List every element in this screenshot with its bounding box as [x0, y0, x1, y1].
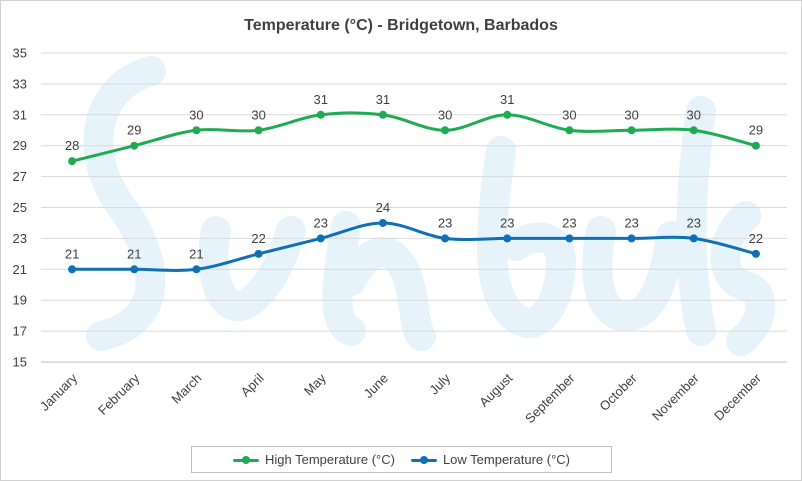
- y-tick-label: 23: [13, 231, 27, 246]
- data-point-high: [503, 110, 512, 119]
- data-point-high: [192, 126, 201, 135]
- data-point-low: [565, 234, 574, 243]
- x-tick-label: October: [596, 370, 640, 414]
- data-point-low: [751, 249, 760, 258]
- data-point-high: [254, 126, 263, 135]
- data-label-low: 23: [314, 215, 328, 230]
- data-label-low: 22: [749, 231, 763, 246]
- data-label-low: 23: [500, 215, 514, 230]
- data-point-high: [130, 141, 139, 150]
- data-label-high: 30: [562, 107, 576, 122]
- data-label-high: 28: [65, 138, 79, 153]
- data-label-low: 23: [687, 215, 701, 230]
- data-label-high: 30: [687, 107, 701, 122]
- chart-title: Temperature (°C) - Bridgetown, Barbados: [244, 17, 558, 34]
- watermark-stroke: [710, 201, 776, 356]
- x-tick-label: September: [522, 370, 578, 426]
- y-tick-label: 35: [13, 46, 27, 61]
- watermark-stroke: [582, 216, 686, 332]
- data-point-low: [503, 234, 512, 243]
- data-label-high: 31: [314, 92, 328, 107]
- data-label-low: 21: [189, 246, 203, 261]
- data-point-high: [689, 126, 698, 135]
- data-point-high: [316, 110, 325, 119]
- data-point-low: [441, 234, 450, 243]
- watermark-stroke: [676, 96, 716, 346]
- data-point-low: [192, 265, 201, 274]
- data-point-high: [378, 110, 387, 119]
- data-label-high: 30: [251, 107, 265, 122]
- data-label-high: 30: [189, 107, 203, 122]
- watermark-stroke: [477, 136, 576, 338]
- data-label-high: 31: [500, 92, 514, 107]
- series-low: 21 21 21 22 23 24 23 23 23 23 23 22: [65, 200, 763, 274]
- data-label-high: 29: [749, 123, 763, 138]
- data-label-low: 23: [562, 215, 576, 230]
- x-tick-label: February: [95, 370, 143, 418]
- x-tick-label: March: [168, 371, 204, 407]
- series-line-high: [70, 111, 758, 163]
- x-tick-label: June: [360, 371, 391, 402]
- x-tick-label: December: [711, 370, 764, 423]
- data-point-high: [565, 126, 574, 135]
- data-label-low: 22: [251, 231, 265, 246]
- x-tick-label: May: [301, 370, 329, 398]
- data-point-high: [751, 141, 760, 150]
- data-point-low: [689, 234, 698, 243]
- legend-item-low: Low Temperature (°C): [410, 452, 570, 467]
- y-tick-label: 27: [13, 169, 27, 184]
- y-tick-label: 17: [13, 324, 27, 339]
- legend-label-low: Low Temperature (°C): [442, 452, 570, 467]
- x-tick-label: August: [476, 370, 515, 409]
- data-label-low: 24: [376, 200, 390, 215]
- legend-swatch-low: [410, 455, 437, 465]
- series-high: 28 29 30 30 31 31 30 31 30 30 30 29: [65, 92, 763, 166]
- data-label-high: 29: [127, 123, 141, 138]
- y-tick-label: 15: [13, 355, 27, 370]
- legend-marker-high: [241, 455, 250, 464]
- x-tick-label: November: [649, 370, 702, 423]
- data-point-low: [316, 234, 325, 243]
- legend-marker-low: [419, 455, 428, 464]
- y-tick-label: 19: [13, 293, 27, 308]
- watermark-stroke: [322, 211, 436, 351]
- data-label-high: 30: [438, 107, 452, 122]
- y-axis-ticks: 15 17 19 21 23 25 27 29 31 33 35: [13, 46, 27, 370]
- x-tick-label: July: [426, 370, 453, 397]
- x-axis-ticks: January February March April May June July Augu…: [37, 370, 765, 426]
- x-tick-label: April: [238, 370, 267, 399]
- data-point-high: [627, 126, 636, 135]
- y-tick-label: 21: [13, 262, 27, 277]
- data-point-low: [130, 265, 139, 274]
- data-point-high: [68, 157, 77, 166]
- data-point-low: [254, 249, 263, 258]
- data-label-high: 31: [376, 92, 390, 107]
- data-point-high: [441, 126, 450, 135]
- data-point-low: [627, 234, 636, 243]
- y-tick-label: 25: [13, 200, 27, 215]
- data-label-high: 30: [624, 107, 638, 122]
- legend: High Temperature (°C) Low Temperature (°…: [191, 446, 612, 473]
- legend-swatch-high: [232, 455, 259, 465]
- data-label-low: 23: [438, 215, 452, 230]
- data-point-low: [378, 218, 387, 227]
- y-tick-label: 33: [13, 76, 27, 91]
- data-point-low: [68, 265, 77, 274]
- legend-label-high: High Temperature (°C): [264, 452, 395, 467]
- y-tick-label: 31: [13, 107, 27, 122]
- data-label-low: 21: [65, 246, 79, 261]
- series-layer: 28 29 30 30 31 31 30 31 30 30 30 29 21 21 21 22 23 24 23 23…: [65, 92, 763, 274]
- legend-item-high: High Temperature (°C): [232, 452, 395, 467]
- watermark-stroke: [83, 56, 166, 351]
- y-tick-label: 29: [13, 138, 27, 153]
- data-label-low: 23: [624, 215, 638, 230]
- x-tick-label: January: [37, 370, 81, 414]
- data-label-low: 21: [127, 246, 141, 261]
